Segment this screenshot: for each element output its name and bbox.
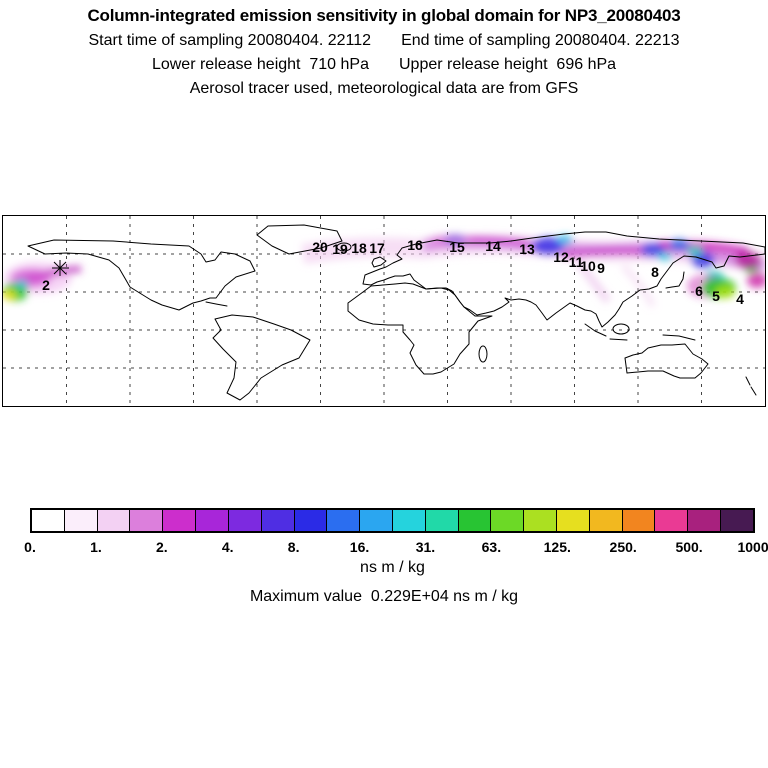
map-point-label: 13 — [519, 241, 535, 257]
max-value-text: Maximum value 0.229E+04 ns m / kg — [249, 588, 519, 605]
map-point-label: 8 — [651, 264, 659, 280]
colorbar-tick-label: 0. — [24, 539, 36, 555]
plume-layer — [3, 234, 765, 308]
colorbar-segment — [424, 510, 458, 531]
map-point-label: 15 — [449, 239, 465, 255]
colorbar-tick-label: 1. — [90, 539, 102, 555]
colorbar-tick-label: 8. — [287, 539, 300, 555]
map-point-label: 14 — [485, 238, 501, 254]
colorbar-segment — [457, 510, 491, 531]
colorbar-segment — [490, 510, 524, 531]
colorbar-tick-label: 63. — [481, 539, 502, 555]
map-point-label: 6 — [695, 283, 703, 299]
colorbar-segment — [523, 510, 556, 531]
coastline-layer — [27, 224, 765, 401]
map-point-label: 12 — [553, 249, 569, 265]
colorbar-tick-label: 16. — [349, 539, 370, 555]
map-point-label: 16 — [407, 237, 423, 253]
map-point-labels: 20 19 18 17 16 15 14 13 12 11 10 9 8 6 5 4 2 — [3, 216, 765, 406]
figure-header: Column-integrated emission sensitivity i… — [0, 6, 768, 98]
colorbar-tick-label: 125. — [543, 539, 571, 555]
colorbar-segment — [391, 510, 425, 531]
map-panel: 20 19 18 17 16 15 14 13 12 11 10 9 8 6 5 4 2 — [2, 215, 766, 407]
map-point-label: 4 — [736, 291, 744, 307]
colorbar-segment — [129, 510, 163, 531]
colorbar-segment — [63, 510, 97, 531]
colorbar-segment — [556, 510, 589, 531]
sampling-start-text: Start time of sampling 20080404. 22112 — [88, 32, 372, 49]
colorbar-segment — [621, 510, 655, 531]
colorbar-segment — [720, 510, 753, 531]
colorbar-segment — [359, 510, 392, 531]
tracer-info-text: Aerosol tracer used, meteorological data… — [189, 80, 579, 97]
colorbar-segment — [162, 510, 196, 531]
colorbar-segment — [293, 510, 327, 531]
sampling-times-row: Start time of sampling 20080404. 22112 E… — [89, 32, 680, 50]
colorbar-segment — [588, 510, 622, 531]
colorbar-segment — [260, 510, 294, 531]
release-heights-row: Lower release height 710 hPa Upper relea… — [152, 56, 616, 74]
map-point-label: 20 — [312, 239, 328, 255]
colorbar-tick-label: 4. — [221, 539, 234, 555]
map-point-label: 11 — [568, 254, 584, 270]
map-point-label: 9 — [597, 260, 605, 276]
colorbar-tick-label: 31. — [415, 539, 436, 555]
colorbar-segment — [96, 510, 130, 531]
colorbar-tick-label: 2. — [155, 539, 168, 555]
colorbar-segment — [687, 510, 721, 531]
sampling-end-text: End time of sampling 20080404. 22213 — [401, 32, 680, 49]
colorbar — [30, 508, 755, 533]
colorbar-units: ns m / kg — [360, 559, 425, 576]
figure-title: Column-integrated emission sensitivity i… — [87, 6, 681, 25]
map-point-label: 2 — [42, 277, 50, 293]
lower-release-height-text: Lower release height 710 hPa — [151, 56, 369, 73]
colorbar-segment — [195, 510, 228, 531]
colorbar-segment — [227, 510, 261, 531]
map-point-label: 18 — [351, 240, 367, 256]
map-point-label: 19 — [332, 241, 348, 257]
colorbar-ticks: 0. 1. 2. 4. 8. 16. 31. 63. 125. 250. 500. 1000. — [24, 539, 768, 557]
map-point-label: 5 — [712, 288, 720, 304]
colorbar-tick-label: 500. — [675, 539, 703, 555]
map-point-label: 17 — [369, 240, 385, 256]
map-point-label: 10 — [580, 258, 596, 274]
colorbar-segment — [32, 510, 64, 531]
colorbar-tick-label: 250. — [609, 539, 637, 555]
source-marker-icon — [52, 260, 69, 276]
colorbar-tick-label: 1000. — [737, 539, 768, 555]
colorbar-segment — [326, 510, 360, 531]
tracer-row: Aerosol tracer used, meteorological data… — [190, 80, 579, 98]
colorbar-segment — [654, 510, 688, 531]
upper-release-height-text: Upper release height 696 hPa — [399, 56, 617, 73]
